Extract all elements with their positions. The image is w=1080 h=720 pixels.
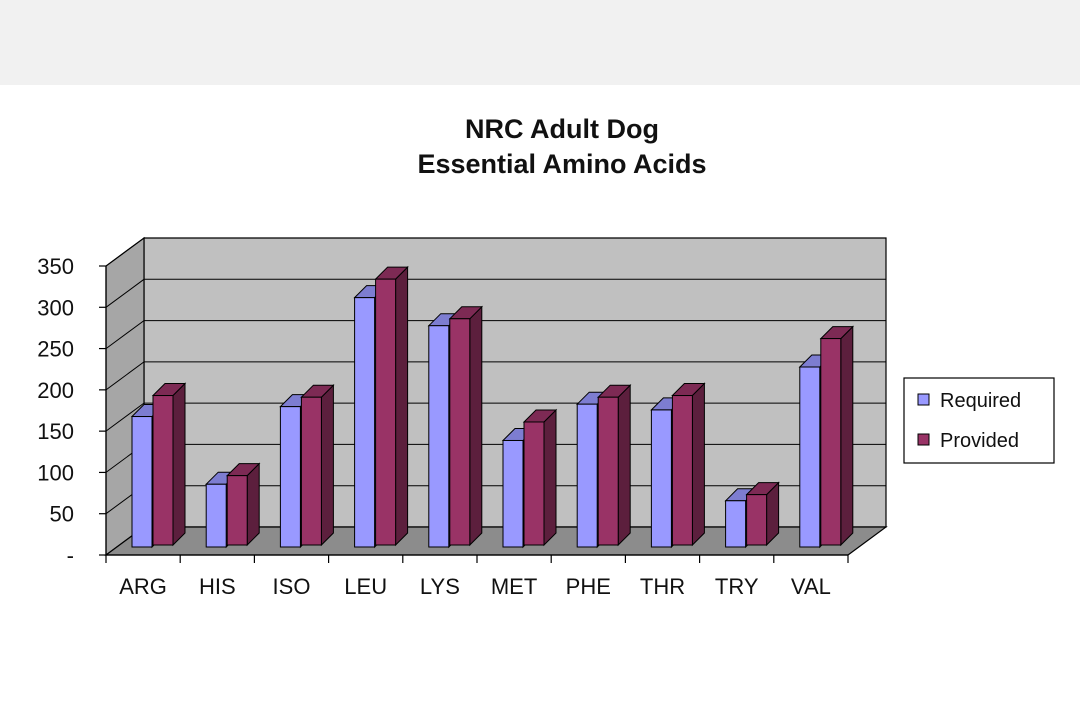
bar-side bbox=[246, 462, 260, 547]
bar-provided-iso bbox=[300, 383, 335, 547]
gridline bbox=[105, 361, 886, 391]
gridline bbox=[105, 320, 886, 350]
bar-front bbox=[746, 494, 768, 546]
bar-side bbox=[172, 382, 186, 547]
bar-provided-val bbox=[819, 325, 855, 547]
gridline bbox=[105, 402, 886, 432]
gridline bbox=[105, 278, 886, 308]
bar-front bbox=[300, 396, 322, 546]
x-tick-label: ISO bbox=[273, 574, 311, 599]
bar-front bbox=[428, 325, 450, 548]
x-tick-label: THR bbox=[640, 574, 685, 599]
bar-front bbox=[725, 500, 747, 548]
bar-front bbox=[375, 278, 397, 546]
y-tick-label: 200 bbox=[37, 378, 74, 403]
bar-side bbox=[840, 325, 854, 547]
bar-front bbox=[597, 396, 619, 546]
bar-side bbox=[320, 383, 334, 547]
bar-provided-arg bbox=[151, 382, 187, 547]
bar-side bbox=[691, 382, 705, 547]
bar-front bbox=[131, 416, 153, 548]
legend-swatch-provided bbox=[917, 433, 930, 446]
x-tick-label: LEU bbox=[344, 574, 387, 599]
y-tick-label: - bbox=[67, 543, 74, 568]
bar-side bbox=[543, 408, 557, 547]
bar-provided-lys bbox=[448, 305, 484, 547]
bar-provided-his bbox=[225, 462, 261, 547]
y-tick-label: 50 bbox=[50, 502, 74, 527]
x-tick-label: ARG bbox=[119, 574, 167, 599]
x-tick-label: PHE bbox=[566, 574, 611, 599]
x-tick-label: LYS bbox=[420, 574, 460, 599]
x-tick-label: VAL bbox=[791, 574, 831, 599]
bar-front bbox=[820, 338, 842, 546]
bar-side bbox=[469, 305, 483, 547]
bar-front bbox=[576, 403, 598, 548]
bar-front bbox=[650, 409, 672, 548]
y-tick-label: 250 bbox=[37, 337, 74, 362]
bar-front bbox=[449, 318, 471, 546]
chart-title-line-1: NRC Adult Dog bbox=[465, 114, 659, 144]
gridline bbox=[105, 237, 886, 267]
bar-side bbox=[395, 265, 409, 547]
bar-side bbox=[617, 383, 631, 547]
bar-provided-leu bbox=[374, 265, 409, 547]
x-tick-label: MET bbox=[491, 574, 537, 599]
bar-front bbox=[799, 366, 821, 548]
y-tick-label: 300 bbox=[37, 295, 74, 320]
legend-label-required: Required bbox=[940, 390, 1021, 412]
y-tick-label: 150 bbox=[37, 419, 74, 444]
bar-provided-try bbox=[745, 481, 780, 547]
bar-front bbox=[354, 297, 376, 548]
bar-front bbox=[671, 395, 693, 546]
legend-box bbox=[903, 377, 1055, 464]
bar-front bbox=[152, 395, 174, 546]
bar-front bbox=[502, 439, 524, 548]
y-tick-label: 100 bbox=[37, 460, 74, 485]
bar-front bbox=[226, 475, 248, 546]
x-tick-label: TRY bbox=[715, 574, 759, 599]
legend-label-provided: Provided bbox=[940, 430, 1019, 452]
bar-front bbox=[523, 421, 545, 546]
legend: Required Provided bbox=[903, 377, 1055, 464]
bar-provided-met bbox=[522, 408, 558, 547]
chart-title-line-2: Essential Amino Acids bbox=[417, 149, 706, 179]
bar-provided-phe bbox=[596, 383, 632, 547]
x-tick-label: HIS bbox=[199, 574, 236, 599]
bar-front bbox=[279, 406, 301, 548]
legend-swatch-required bbox=[917, 393, 930, 406]
bar-provided-thr bbox=[671, 382, 706, 547]
plot-area: - 50 100 150 200 250 300 350 ARG HIS ISO LEU LYS MET P… bbox=[37, 236, 888, 599]
bar-front bbox=[205, 483, 227, 548]
y-tick-label: 350 bbox=[37, 254, 74, 279]
top-band bbox=[0, 0, 1080, 85]
